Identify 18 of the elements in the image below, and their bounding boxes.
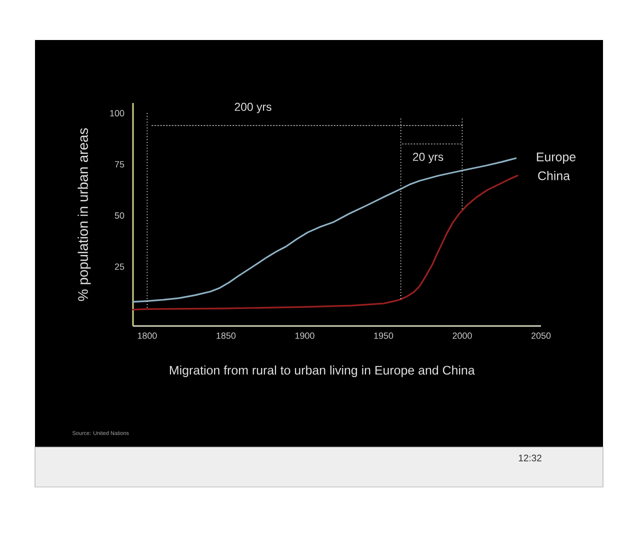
series-label: China — [538, 171, 570, 180]
y-tick-label: 75 — [114, 161, 124, 168]
x-tick-label: 2000 — [452, 332, 472, 339]
text: Migration from rural to urban living in Europe and China — [170, 366, 475, 378]
x-tick-label: 1900 — [295, 332, 314, 339]
y-axis-title: % population in urban areas — [78, 128, 91, 301]
x-tick-label: 1850 — [216, 332, 236, 339]
annotation: 200 yrs — [234, 102, 272, 114]
text: 12:32 — [518, 454, 542, 462]
y-tick-label: 25 — [114, 263, 124, 270]
line-series — [132, 174, 518, 310]
y-tick-label: 100 — [110, 110, 124, 116]
x-tick-label: 1800 — [138, 332, 157, 339]
series-label: Europe — [536, 152, 576, 164]
x-tick-label: 2050 — [531, 332, 551, 339]
y-tick-label: 50 — [114, 212, 124, 219]
annotation: 20 yrs — [412, 152, 444, 164]
x-tick-label: 1950 — [374, 332, 394, 339]
